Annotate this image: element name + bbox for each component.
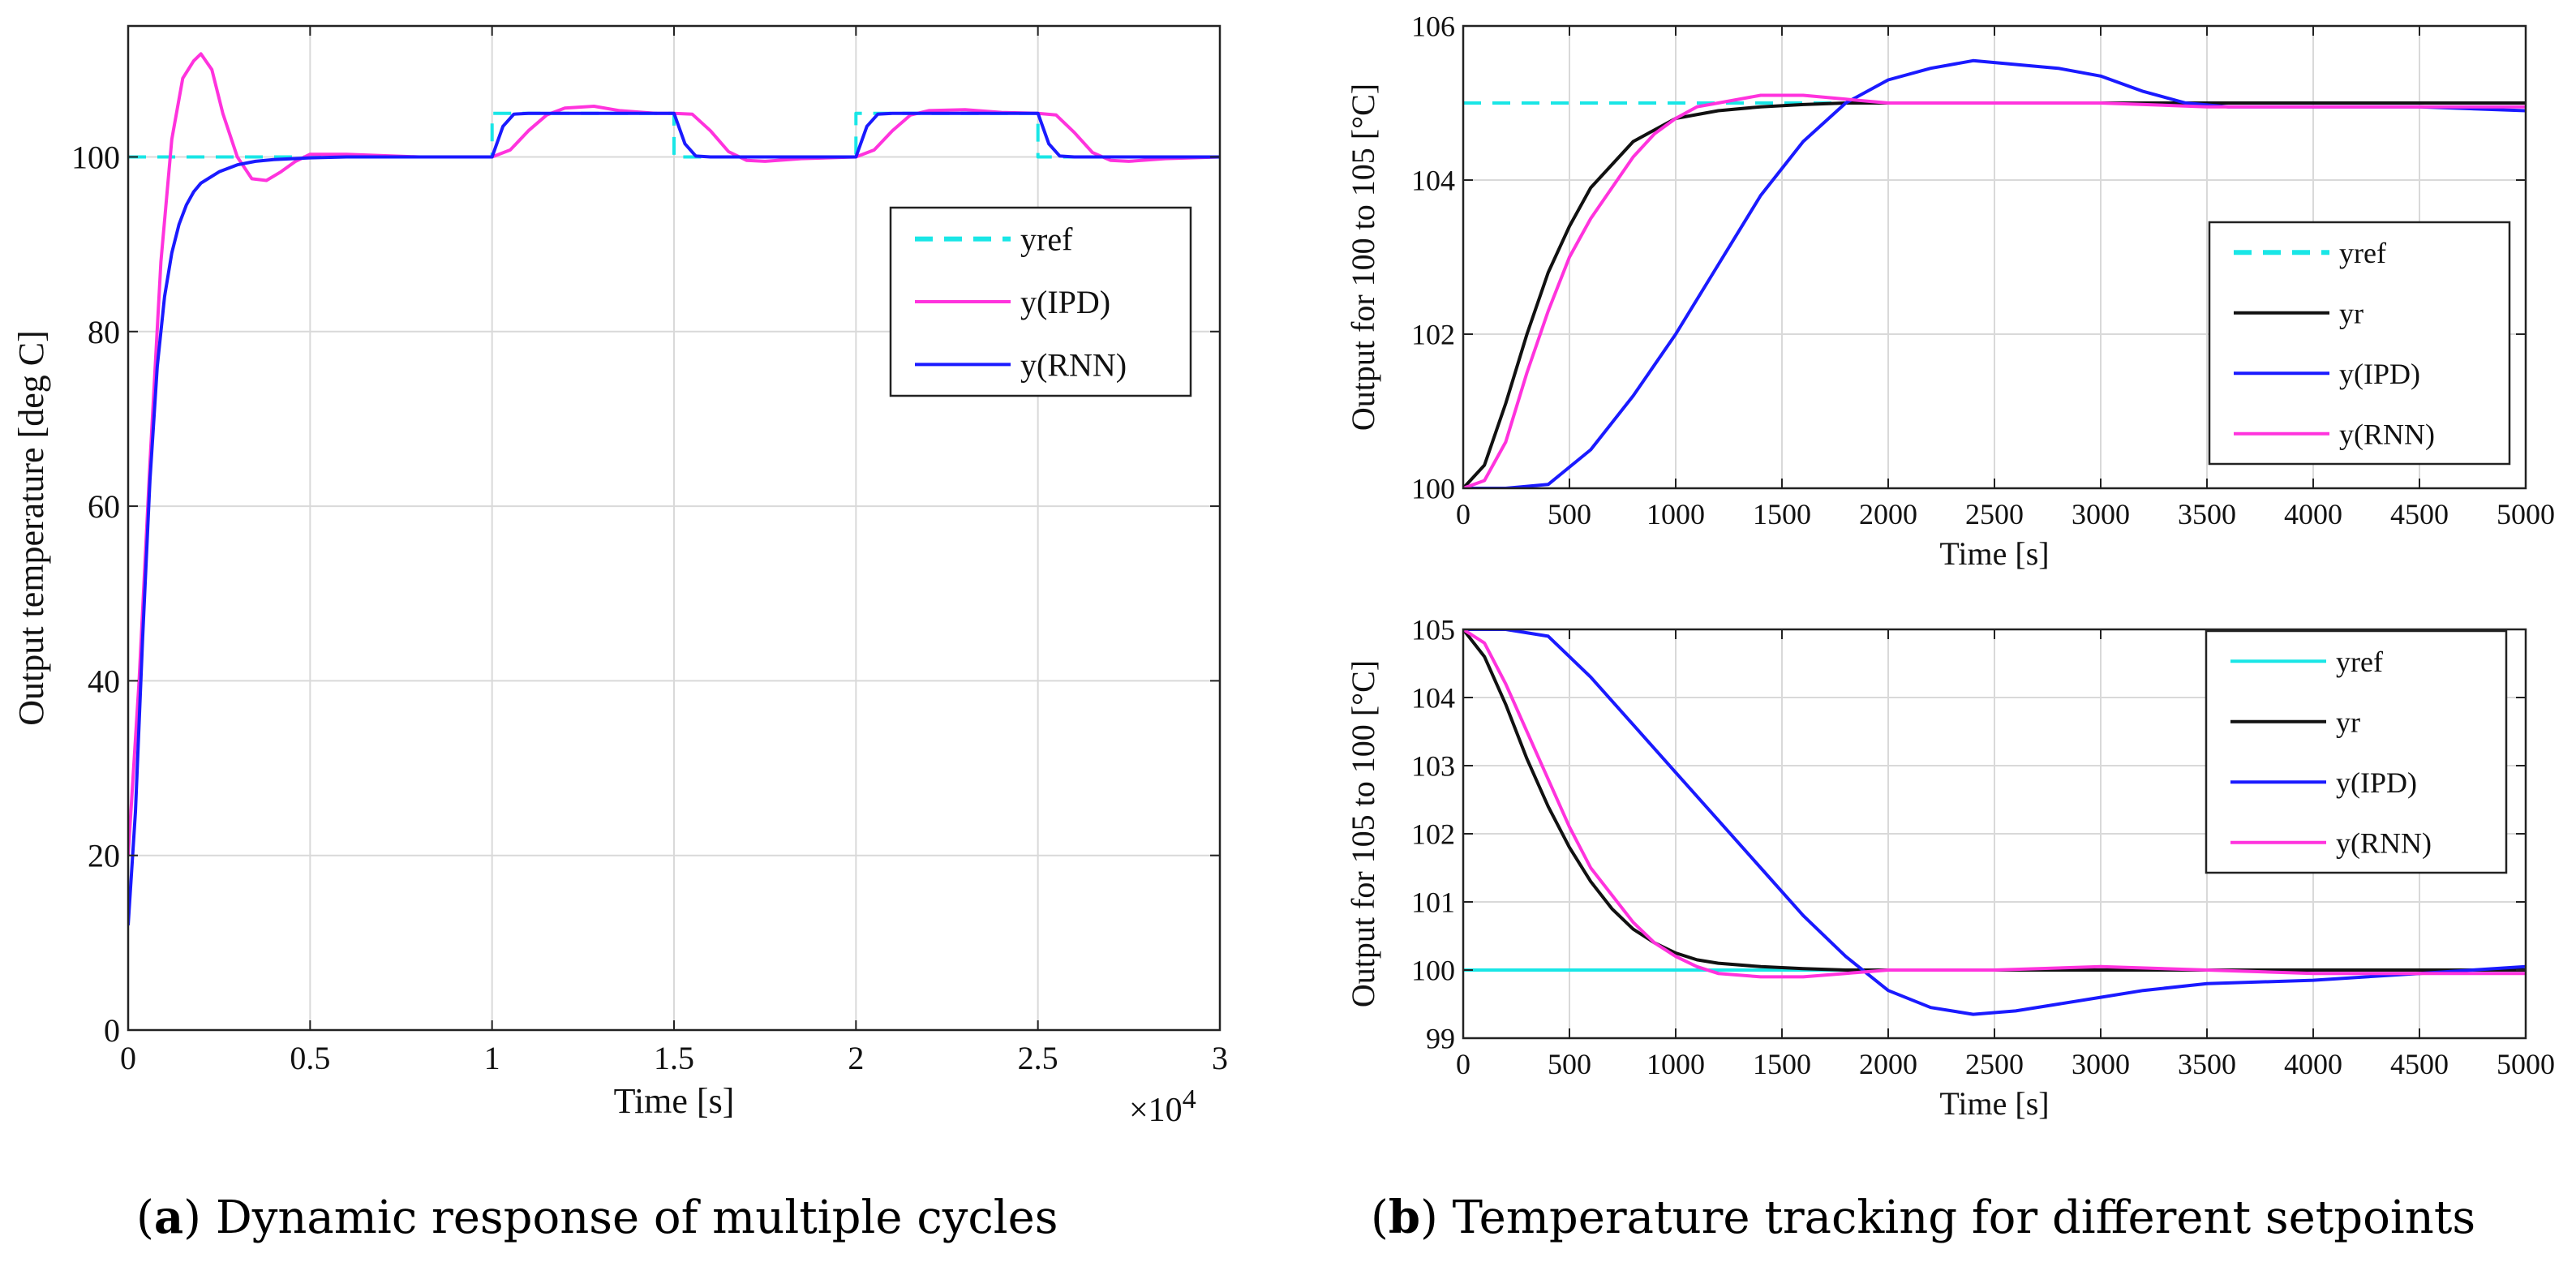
- x-tick-label: 3000: [2072, 498, 2130, 530]
- y-axis-label: Output temperature [deg C]: [11, 330, 51, 726]
- x-tick-label: 4000: [2284, 498, 2342, 530]
- legend-label: yref: [2339, 237, 2386, 269]
- x-tick-label: 2000: [1859, 1048, 1917, 1080]
- legend-label: yr: [2336, 706, 2360, 738]
- x-tick-label: 4500: [2390, 498, 2449, 530]
- x-tick-label: 3500: [2178, 498, 2236, 530]
- legend: yref y(IPD) y(RNN): [889, 206, 1192, 397]
- series-line-y-rnn: [1463, 629, 2526, 979]
- x-tick-label: 500: [1548, 498, 1591, 530]
- series-group: [1463, 58, 2526, 488]
- caption-b: (b) Temperature tracking for different s…: [1371, 1191, 2476, 1244]
- x-tick-label: 3000: [2072, 1048, 2130, 1080]
- caption-a-text: Dynamic response of multiple cycles: [215, 1191, 1058, 1244]
- y-tick-label: 104: [1411, 165, 1455, 197]
- x-tick-label: 1500: [1753, 1048, 1811, 1080]
- x-tick-label: 5000: [2497, 1048, 2555, 1080]
- x-tick-label: 2000: [1859, 498, 1917, 530]
- y-tick-label: 106: [1411, 11, 1455, 43]
- x-axis-label: Time [s]: [1939, 1085, 2049, 1122]
- legend-label: y(IPD): [2339, 358, 2420, 390]
- x-axis-label: Time [s]: [614, 1081, 735, 1121]
- y-tick-label: 99: [1426, 1023, 1455, 1055]
- y-tick-label: 105: [1411, 614, 1455, 646]
- series-line-yr: [1463, 101, 2526, 488]
- chart-b1: 0 500 1000 1500 2000 2500 3000 3500 4000 4500 5000…: [1345, 11, 2555, 572]
- chart-a: 0 0.5 1 1.5 2 2.5 3 0 20 40 60 80 100 Time [s] Output …: [11, 24, 1228, 1129]
- x-tick-label: 3: [1212, 1040, 1228, 1076]
- y-tick-label: 100: [71, 139, 120, 175]
- x-tick-label: 0.5: [290, 1040, 330, 1076]
- legend-label: y(IPD): [2336, 766, 2417, 799]
- y-tick-label: 80: [88, 314, 120, 350]
- y-tick-label: 100: [1411, 473, 1455, 505]
- legend-label: yref: [1020, 221, 1073, 258]
- x-tick-label: 0: [1456, 1048, 1470, 1080]
- y-tick-label: 60: [88, 488, 120, 525]
- legend-label: y(RNN): [2339, 418, 2435, 450]
- series-line-yr: [1463, 629, 2526, 972]
- y-tick-label: 101: [1411, 886, 1455, 919]
- x-tick-label: 5000: [2497, 498, 2555, 530]
- caption-a-letter: a: [153, 1191, 184, 1244]
- x-tick-label: 4500: [2390, 1048, 2449, 1080]
- legend-label: yr: [2339, 297, 2363, 329]
- series-group: [128, 52, 1220, 925]
- legend: yref yr y(IPD) y(RNN): [2208, 221, 2511, 466]
- legend-box: [2205, 629, 2508, 874]
- x-tick-label: 2: [848, 1040, 864, 1076]
- x-tick-label: 0: [120, 1040, 136, 1076]
- y-tick-label: 102: [1411, 319, 1455, 351]
- y-tick-label: 103: [1411, 750, 1455, 783]
- legend-label: y(IPD): [1020, 284, 1110, 320]
- x-tick-label: 4000: [2284, 1048, 2342, 1080]
- x-tick-label: 2500: [1965, 498, 2024, 530]
- series-line-y-ipd: [1463, 629, 2526, 1016]
- y-tick-label: 20: [88, 838, 120, 874]
- x-tick-label: 1: [484, 1040, 500, 1076]
- legend: yref yr y(IPD) y(RNN): [2205, 629, 2508, 874]
- series-group: [1463, 629, 2526, 1016]
- x-tick-label: 2.5: [1018, 1040, 1058, 1076]
- caption-b-letter: b: [1388, 1191, 1421, 1244]
- x-tick-label: 2500: [1965, 1048, 2024, 1080]
- legend-label: y(RNN): [1020, 346, 1127, 383]
- legend-label: yref: [2336, 646, 2383, 678]
- x-tick-label: 0: [1456, 498, 1470, 530]
- x-tick-label: 1000: [1646, 498, 1705, 530]
- series-line-y-rnn: [1463, 93, 2526, 488]
- y-tick-label: 0: [104, 1012, 120, 1049]
- x-axis-label: Time [s]: [1939, 535, 2049, 572]
- legend-label: y(RNN): [2336, 826, 2432, 859]
- x-axis-multiplier-exponent: 4: [1183, 1084, 1196, 1114]
- x-tick-label: 1500: [1753, 498, 1811, 530]
- x-tick-label: 500: [1548, 1048, 1591, 1080]
- y-axis-label: Output for 100 to 105 [°C]: [1345, 84, 1381, 431]
- series-line-y-ipd: [1463, 58, 2526, 488]
- caption-a: (a) Dynamic response of multiple cycles: [136, 1191, 1058, 1244]
- y-tick-label: 102: [1411, 818, 1455, 851]
- x-tick-label: 1.5: [654, 1040, 694, 1076]
- x-axis-multiplier: ×104: [1129, 1084, 1196, 1129]
- series-line-y-rnn: [128, 111, 1220, 925]
- y-tick-label: 100: [1411, 955, 1455, 987]
- x-tick-label: 3500: [2178, 1048, 2236, 1080]
- legend-box: [2208, 221, 2511, 466]
- y-axis-label: Output for 105 to 100 [°C]: [1345, 660, 1381, 1007]
- y-tick-label: 104: [1411, 682, 1455, 715]
- chart-b2: 0 500 1000 1500 2000 2500 3000 3500 4000 4500 5000…: [1345, 614, 2555, 1122]
- x-tick-label: 1000: [1646, 1048, 1705, 1080]
- y-tick-label: 40: [88, 663, 120, 699]
- caption-b-text: Temperature tracking for different setpo…: [1452, 1191, 2476, 1244]
- series-line-yref: [128, 111, 1220, 159]
